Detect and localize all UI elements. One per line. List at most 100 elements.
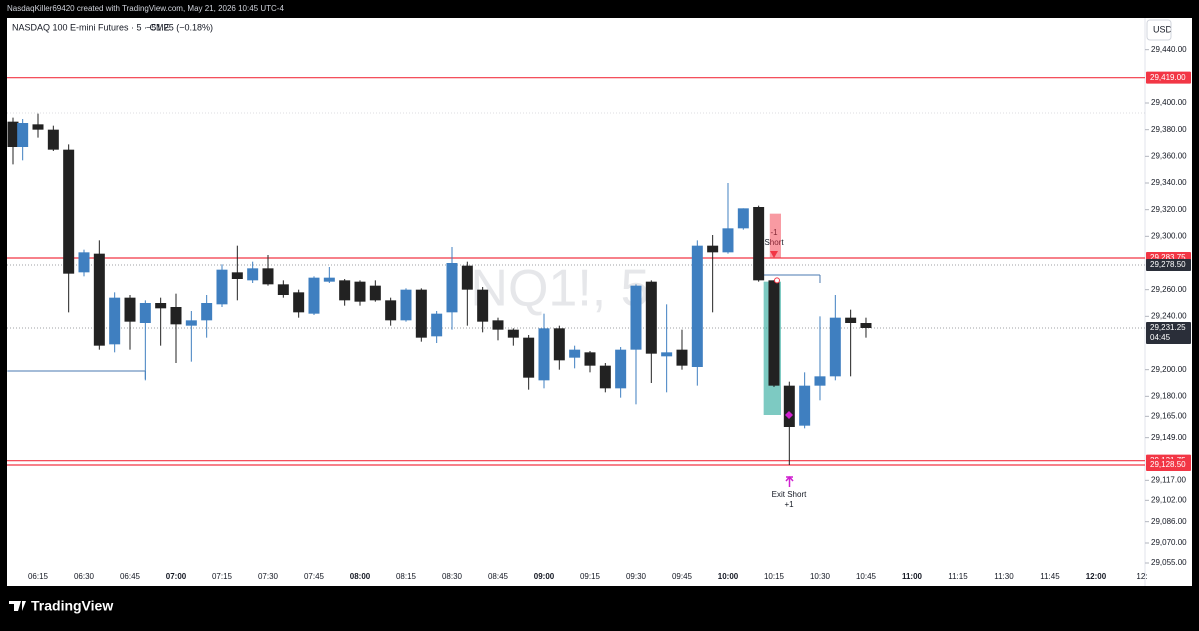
x-tick-label: 06:30: [74, 572, 95, 581]
candle-body: [645, 281, 657, 354]
x-tick-label: 11:00: [902, 572, 923, 581]
x-tick-label: 07:00: [166, 572, 187, 581]
caption: NasdaqKiller69420 created with TradingVi…: [7, 4, 284, 13]
trade-zone: [769, 213, 781, 258]
x-tick-label: 12:00: [1086, 572, 1107, 581]
x-tick-label: 07:45: [304, 572, 325, 581]
candle-body: [109, 297, 121, 345]
exit-marker: [785, 411, 793, 419]
x-tick-label: 07:30: [258, 572, 279, 581]
y-tick-label: 29,400.00: [1151, 98, 1187, 107]
x-tick-label: 06:15: [28, 572, 49, 581]
candle-body: [845, 317, 857, 323]
candle-body: [139, 303, 151, 323]
candle-body: [155, 303, 167, 309]
y-tick-label: 29,260.00: [1151, 285, 1187, 294]
candle-body: [569, 349, 581, 358]
brand: TradingView: [31, 598, 113, 614]
candle-body: [707, 245, 719, 253]
y-tick-label: 29,180.00: [1151, 391, 1187, 400]
countdown: 04:45: [1150, 333, 1171, 342]
x-tick-label: 10:15: [764, 572, 785, 581]
price-label-box: [1146, 322, 1191, 344]
x-tick-label: 10:45: [856, 572, 877, 581]
candle-body: [431, 313, 443, 337]
price-label-box: [1146, 71, 1191, 84]
candle-body: [722, 228, 734, 253]
candle-body: [231, 272, 243, 279]
candle-body: [492, 320, 504, 330]
change: −51.25 (−0.18%): [146, 22, 213, 32]
candle-body: [354, 281, 366, 302]
candle-body: [400, 289, 412, 321]
exit-arrow: [785, 475, 794, 487]
x-tick-label: 08:15: [396, 572, 417, 581]
candle-body: [814, 376, 826, 386]
candle-body: [507, 329, 519, 338]
candle-body: [323, 277, 335, 282]
candle-body: [293, 292, 305, 313]
candle-body: [737, 208, 749, 229]
watermark: NQ1!, 5: [470, 260, 649, 318]
candle-body: [538, 328, 550, 381]
x-tick-label: 12:: [1136, 572, 1147, 581]
x-tick-label: 07:15: [212, 572, 233, 581]
x-tick-label: 08:30: [442, 572, 463, 581]
candle-body: [201, 303, 213, 321]
candle-body: [369, 285, 381, 301]
symbol: NASDAQ 100 E-mini Futures · 5 · CME: [12, 22, 170, 32]
x-tick-label: 08:00: [350, 572, 371, 581]
y-tick-label: 29,380.00: [1151, 125, 1187, 134]
candle-body: [691, 245, 703, 367]
candle-body: [477, 289, 489, 322]
price-label: 29,283.75: [1150, 253, 1186, 262]
candle-body: [216, 269, 228, 305]
price-label: 29,231.25: [1150, 323, 1186, 332]
y-tick-label: 29,070.00: [1151, 538, 1187, 547]
x-tick-label: 11:45: [1040, 572, 1060, 581]
y-tick-label: 29,200.00: [1151, 365, 1187, 374]
currency-box: [1146, 19, 1172, 41]
candle-body: [768, 280, 780, 386]
x-tick-label: 10:00: [718, 572, 739, 581]
price-label-box: [1146, 259, 1191, 271]
candle-body: [124, 297, 136, 322]
candle-body: [783, 385, 795, 427]
candle-body: [461, 265, 473, 290]
candle-body: [339, 280, 351, 301]
entry-marker: [774, 277, 780, 284]
candle-body: [446, 263, 458, 313]
exit-qty: +1: [784, 500, 794, 509]
candle-body: [247, 268, 259, 281]
candle-body: [17, 123, 29, 147]
candle-body: [630, 285, 642, 350]
currency: USD: [1153, 24, 1173, 34]
y-tick-label: 29,086.00: [1151, 517, 1187, 526]
candle-body: [308, 277, 320, 314]
candle-body: [47, 129, 59, 150]
candle-body: [661, 352, 673, 357]
y-tick-label: 29,055.00: [1151, 558, 1187, 567]
y-tick-label: 29,165.00: [1151, 411, 1187, 420]
candle-body: [553, 328, 565, 361]
y-tick-label: 29,102.00: [1151, 495, 1187, 504]
x-tick-label: 06:45: [120, 572, 141, 581]
candle-body: [415, 289, 427, 338]
candle-body: [262, 268, 274, 285]
y-tick-label: 29,240.00: [1151, 311, 1187, 320]
candle-body: [170, 307, 182, 325]
candle-body: [860, 323, 872, 328]
x-tick-label: 10:30: [810, 572, 831, 581]
candle-body: [523, 337, 535, 378]
y-tick-label: 29,440.00: [1151, 45, 1187, 54]
candle-body: [599, 365, 611, 389]
x-tick-label: 11:30: [994, 572, 1014, 581]
candle-body: [93, 253, 105, 346]
candle-body: [277, 284, 289, 295]
candle-body: [829, 317, 841, 377]
candle-body: [753, 207, 765, 281]
logo: [9, 601, 26, 611]
y-tick-label: 29,360.00: [1151, 151, 1187, 160]
